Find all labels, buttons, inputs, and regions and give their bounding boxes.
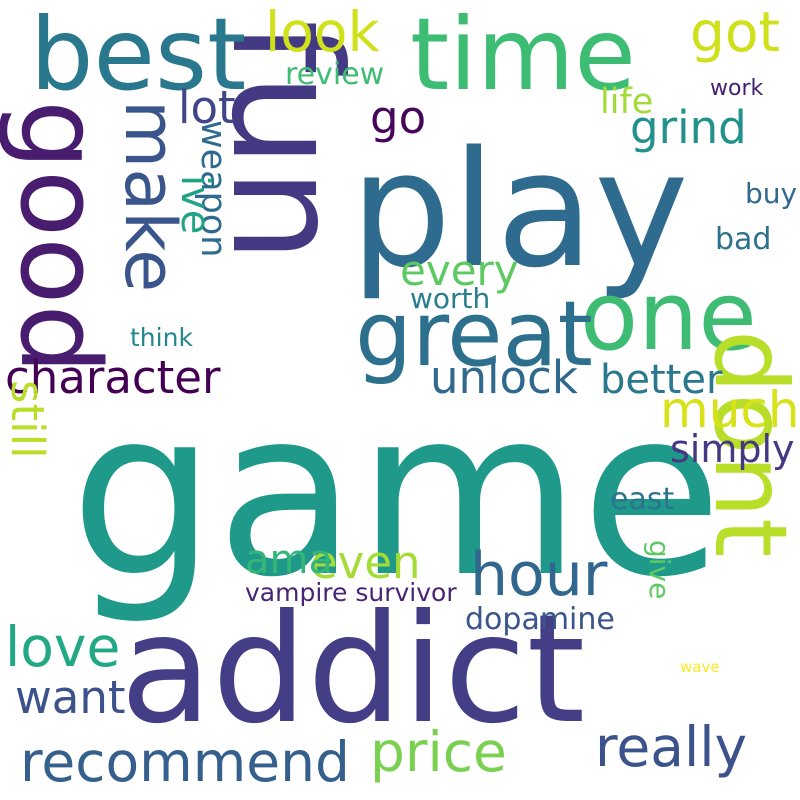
- word-cloud-word: buy: [745, 177, 798, 210]
- word-cloud-word: one: [580, 262, 757, 372]
- word-cloud-word: go: [370, 91, 427, 144]
- word-cloud-word: still: [1, 380, 54, 459]
- word-cloud-word: hour: [470, 540, 608, 610]
- word-cloud-word: best: [30, 0, 247, 113]
- word-cloud-word: lot: [178, 81, 236, 134]
- word-cloud-word: simply: [670, 427, 795, 471]
- word-cloud-word: game: [70, 361, 723, 628]
- word-cloud-word: give: [643, 540, 676, 600]
- word-cloud-word: think: [130, 323, 193, 352]
- word-cloud-word: worth: [410, 282, 491, 315]
- word-cloud-word: review: [285, 57, 385, 92]
- word-cloud-word: great: [355, 282, 593, 387]
- word-cloud-word: look: [265, 0, 380, 64]
- word-cloud-word: unlock: [430, 351, 578, 404]
- word-cloud-word: every: [400, 246, 519, 295]
- word-cloud-word: want: [15, 671, 126, 724]
- word-cloud-word: better: [600, 357, 723, 403]
- word-cloud-word: ive: [172, 175, 218, 235]
- word-cloud-word: love: [5, 615, 121, 679]
- word-cloud-word: even: [310, 536, 421, 589]
- word-cloud-word: life: [600, 82, 654, 122]
- word-cloud-word: got: [690, 0, 781, 64]
- word-cloud-word: dopamine: [465, 602, 615, 637]
- word-cloud-word: east: [610, 482, 675, 517]
- word-cloud-word: really: [595, 715, 748, 779]
- word-cloud-word: ama: [245, 537, 333, 583]
- word-cloud-word: wave: [680, 658, 720, 676]
- word-cloud-word: grind: [630, 101, 747, 154]
- word-cloud-word: time: [410, 0, 636, 113]
- word-cloud-word: recommend: [20, 730, 350, 794]
- word-cloud-word: bad: [715, 222, 772, 257]
- word-cloud-word: addict: [120, 583, 586, 757]
- word-cloud-word: play: [350, 116, 689, 303]
- word-cloud-word: work: [710, 76, 764, 101]
- word-cloud-word: character: [5, 351, 221, 404]
- word-cloud-word: vampire survivor: [245, 578, 457, 607]
- word-cloud-word: good: [0, 100, 124, 375]
- word-cloud-word: price: [370, 720, 507, 784]
- word-cloud-word: much: [660, 381, 800, 439]
